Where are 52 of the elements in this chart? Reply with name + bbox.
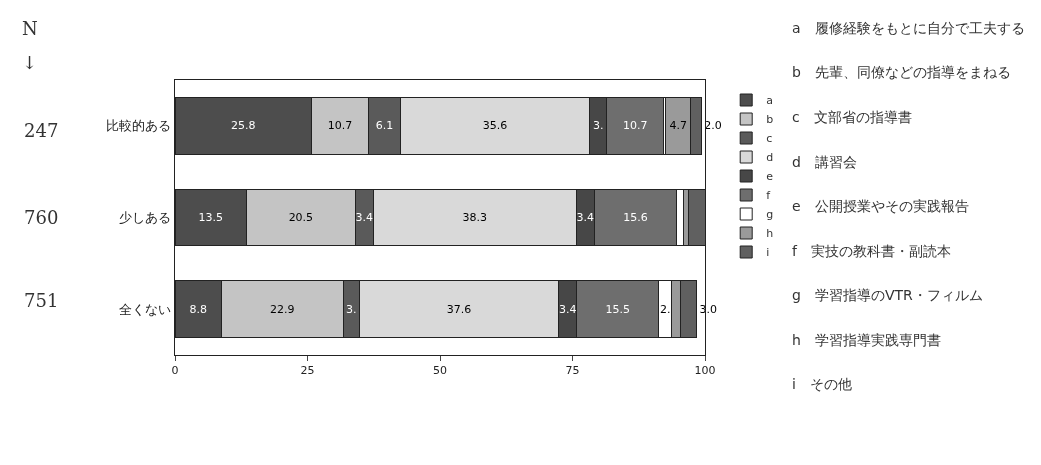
legend-label: b — [766, 113, 774, 127]
data-label: 20.5 — [288, 211, 314, 224]
data-label: 10.7 — [327, 119, 353, 133]
text: c 文部省の指導書 — [792, 109, 912, 125]
data-label: 25.8 — [231, 119, 256, 133]
text: i その他 — [792, 376, 852, 392]
data-label: 8.8 — [189, 302, 208, 316]
text: f 実技の教科書・副読本 — [792, 243, 951, 259]
legend-label: h — [766, 227, 774, 241]
x-tick-label: 75 — [565, 364, 580, 378]
text: N — [22, 18, 38, 39]
data-label: 22.9 — [270, 302, 295, 316]
data-label: 2. — [660, 302, 671, 316]
data-label: 4.7 — [669, 119, 687, 133]
y-tick-label: 少しある — [119, 210, 172, 226]
legend-label: e — [766, 170, 774, 184]
text: a 履修経験をもとに自分で工夫する — [792, 20, 1025, 36]
text: b 先輩、同僚などの指導をまねる — [792, 64, 1011, 80]
data-label: 13.5 — [198, 211, 224, 224]
x-tick-label: 100 — [694, 364, 716, 378]
data-label: 3. — [345, 302, 357, 316]
data-label: 37.6 — [446, 302, 472, 316]
legend-label: g — [766, 208, 774, 222]
legend-label: c — [766, 132, 773, 146]
data-label: 15.5 — [605, 302, 631, 316]
y-tick-label: 比較的ある — [106, 118, 172, 134]
text: e 公開授業やその実践報告 — [792, 198, 969, 214]
legend-label: f — [766, 189, 772, 203]
data-label: 10.7 — [623, 119, 648, 133]
text: d 講習会 — [792, 154, 857, 170]
data-label: 3.4 — [558, 302, 577, 316]
data-label: 3.4 — [576, 211, 594, 224]
x-tick-label: 25 — [300, 364, 315, 378]
data-label: 2.0 — [704, 119, 722, 133]
data-label: 15.6 — [623, 211, 648, 224]
x-tick-label: 50 — [433, 364, 447, 378]
y-tick-label: 全くない — [119, 301, 172, 317]
text: g 学習指導のVTR・フィルム — [792, 287, 983, 303]
text: h 学習指導実践専門書 — [792, 332, 941, 348]
legend-label: i — [766, 246, 770, 260]
legend-label: a — [766, 94, 773, 108]
text: 751 — [24, 290, 59, 311]
text: 760 — [24, 207, 59, 228]
data-label: 3. — [592, 119, 604, 133]
data-label: 6.1 — [375, 119, 394, 133]
legend-label: d — [766, 151, 774, 165]
data-label: 3.4 — [355, 211, 373, 224]
text: 247 — [24, 120, 59, 141]
data-label: 38.3 — [462, 211, 487, 224]
x-tick-label: 0 — [171, 364, 179, 378]
text: ↓ — [22, 52, 38, 73]
data-label: 35.6 — [482, 119, 508, 133]
